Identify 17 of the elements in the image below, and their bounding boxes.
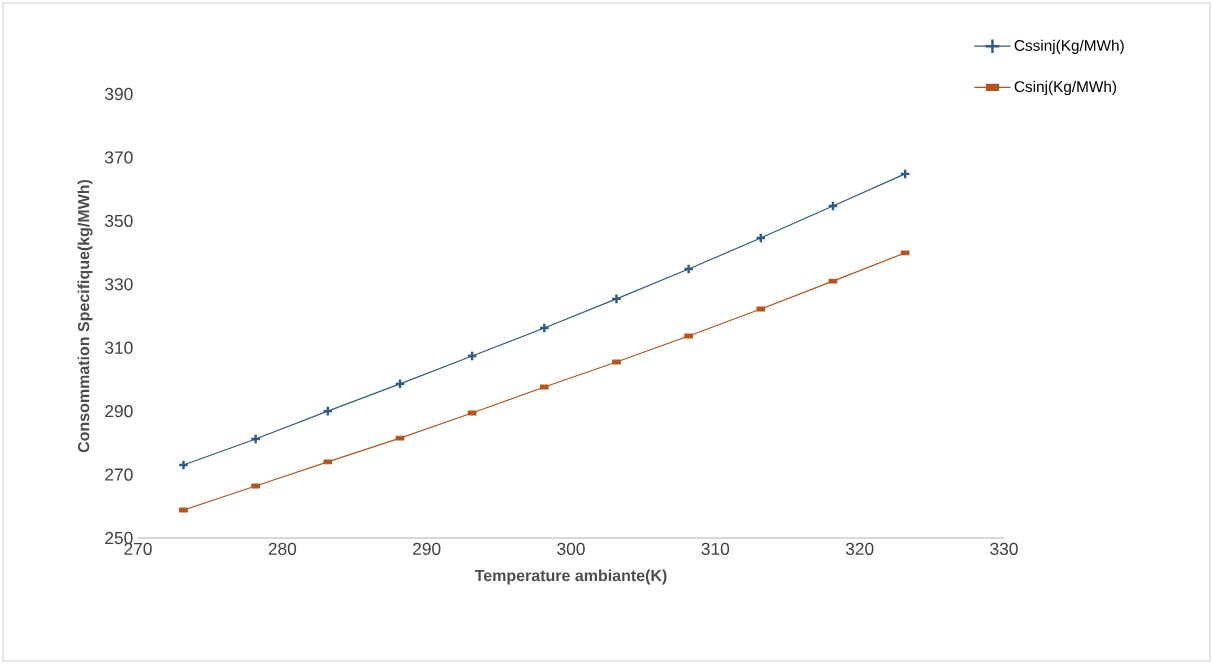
y-tick-label: 330	[105, 278, 133, 291]
y-axis-title: Consommation Specifique(kg/MWh)	[77, 179, 93, 453]
x-tick-label: 310	[701, 542, 730, 555]
x-tick-label: 320	[845, 542, 874, 555]
legend-label: Csinj(Kg/MWh)	[1014, 80, 1117, 96]
x-tick-label: 290	[413, 542, 441, 555]
legend-label: Cssinj(Kg/MWh)	[1014, 39, 1124, 54]
y-tick-label: 390	[105, 87, 133, 101]
x-axis-title: Temperature ambiante(K)	[474, 569, 667, 585]
y-tick-label: 290	[105, 405, 133, 418]
x-tick-label: 330	[990, 542, 1018, 555]
x-tick-label: 280	[268, 542, 297, 555]
y-tick-label: 350	[105, 214, 133, 227]
y-tick-label: 270	[105, 468, 133, 481]
y-tick-label: 310	[105, 341, 133, 354]
y-tick-label: 370	[105, 151, 133, 164]
x-tick-label: 300	[557, 542, 585, 555]
